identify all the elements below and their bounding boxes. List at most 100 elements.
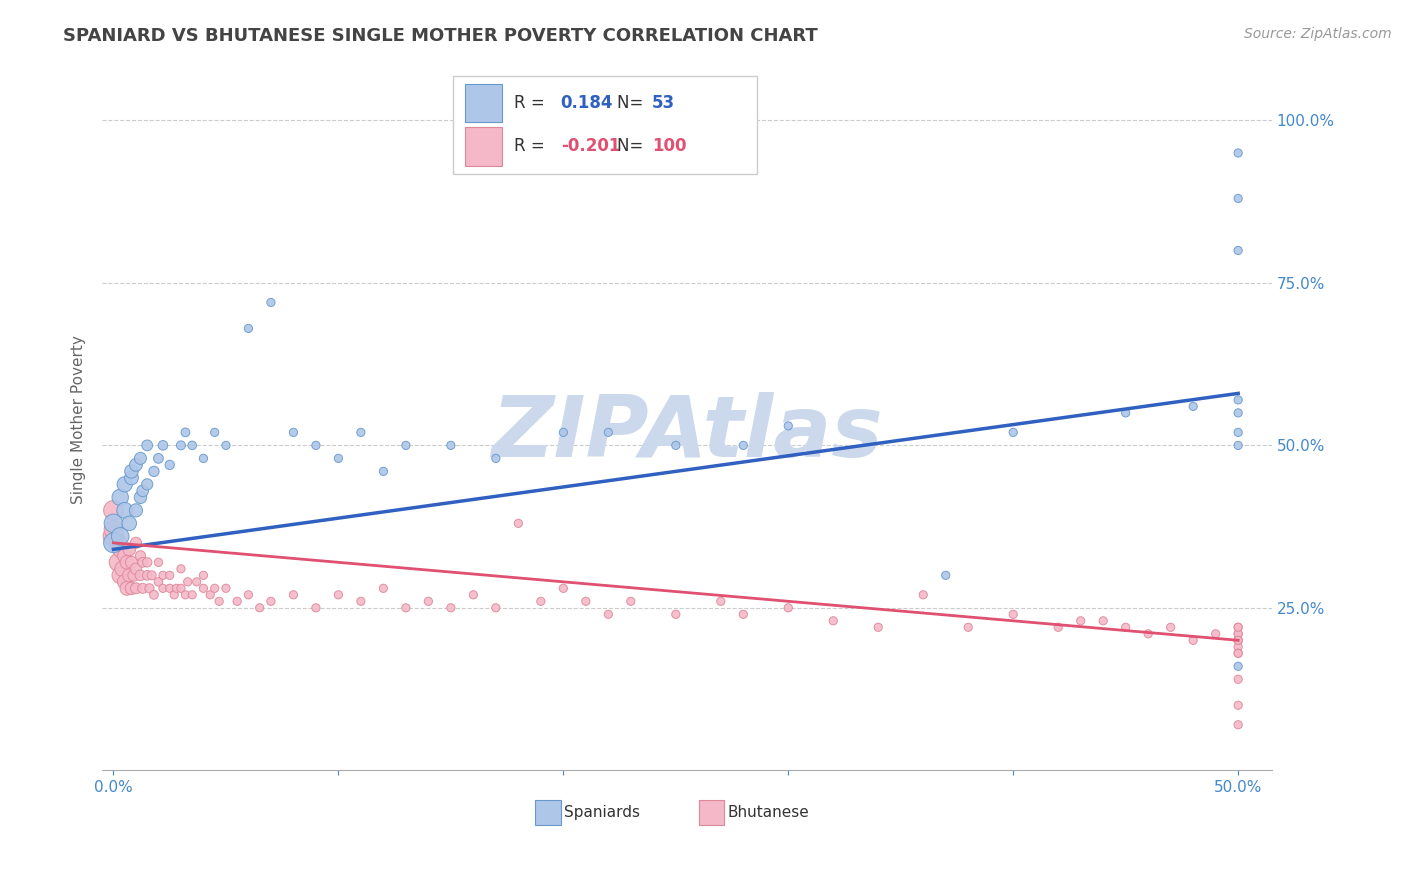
Point — [120, 471, 142, 485]
Point — [305, 438, 328, 452]
Point — [530, 594, 553, 608]
Point — [1182, 400, 1205, 414]
Point — [208, 594, 231, 608]
Point — [129, 568, 152, 582]
Point — [1227, 244, 1250, 258]
Point — [733, 438, 755, 452]
Point — [395, 600, 418, 615]
Point — [114, 503, 136, 517]
Point — [108, 542, 131, 557]
Point — [1002, 425, 1025, 440]
Point — [215, 438, 238, 452]
Point — [440, 438, 463, 452]
Point — [328, 451, 350, 466]
Point — [114, 574, 136, 589]
Point — [186, 574, 208, 589]
Point — [1227, 633, 1250, 648]
Point — [122, 568, 145, 582]
Point — [1227, 146, 1250, 161]
Point — [108, 529, 131, 543]
Point — [1115, 406, 1137, 420]
Point — [125, 582, 148, 596]
Point — [1227, 673, 1250, 687]
Point — [136, 438, 159, 452]
Point — [103, 529, 125, 543]
Point — [395, 438, 418, 452]
Point — [204, 425, 226, 440]
Point — [152, 568, 174, 582]
Point — [129, 491, 152, 505]
Point — [204, 582, 226, 596]
Point — [152, 438, 174, 452]
Point — [1227, 698, 1250, 713]
Point — [103, 503, 125, 517]
Point — [103, 536, 125, 550]
Point — [1227, 620, 1250, 634]
Point — [141, 568, 163, 582]
Point — [418, 594, 440, 608]
Point — [131, 582, 153, 596]
Text: N=: N= — [617, 137, 648, 155]
Point — [1227, 659, 1250, 673]
Point — [260, 295, 283, 310]
Point — [1227, 646, 1250, 660]
Point — [1002, 607, 1025, 622]
Point — [115, 555, 138, 569]
Text: R =: R = — [515, 137, 550, 155]
Point — [198, 588, 221, 602]
Text: R =: R = — [515, 94, 550, 112]
Point — [118, 542, 141, 557]
Point — [108, 568, 131, 582]
Point — [159, 458, 181, 472]
Point — [138, 582, 160, 596]
Text: 100: 100 — [652, 137, 686, 155]
Bar — [465, 84, 502, 122]
Bar — [536, 800, 561, 824]
Point — [174, 425, 197, 440]
Point — [553, 425, 575, 440]
Point — [249, 600, 271, 615]
Point — [142, 464, 165, 478]
Text: SPANIARD VS BHUTANESE SINGLE MOTHER POVERTY CORRELATION CHART: SPANIARD VS BHUTANESE SINGLE MOTHER POVE… — [63, 27, 818, 45]
Point — [136, 568, 159, 582]
Point — [1227, 646, 1250, 660]
Point — [170, 438, 193, 452]
Point — [193, 451, 215, 466]
Point — [868, 620, 890, 634]
Point — [136, 555, 159, 569]
Point — [170, 582, 193, 596]
Point — [1137, 627, 1160, 641]
Point — [193, 568, 215, 582]
Point — [1227, 633, 1250, 648]
Point — [136, 477, 159, 491]
Point — [148, 451, 170, 466]
Point — [163, 588, 186, 602]
Point — [1227, 438, 1250, 452]
Point — [120, 555, 142, 569]
Point — [152, 582, 174, 596]
Point — [1205, 627, 1227, 641]
Point — [115, 582, 138, 596]
Point — [350, 594, 373, 608]
Point — [120, 464, 142, 478]
Point — [148, 574, 170, 589]
Text: N=: N= — [617, 94, 648, 112]
Point — [103, 523, 125, 537]
Point — [125, 562, 148, 576]
Point — [1070, 614, 1092, 628]
Text: 0.184: 0.184 — [561, 94, 613, 112]
Text: Spaniards: Spaniards — [564, 805, 640, 820]
Point — [125, 536, 148, 550]
Point — [665, 438, 688, 452]
Point — [111, 562, 134, 576]
Point — [238, 588, 260, 602]
Point — [1227, 633, 1250, 648]
Point — [935, 568, 957, 582]
Point — [108, 491, 131, 505]
Point — [508, 516, 530, 531]
Point — [170, 562, 193, 576]
Point — [125, 458, 148, 472]
Point — [957, 620, 980, 634]
Text: -0.201: -0.201 — [561, 137, 620, 155]
Point — [125, 503, 148, 517]
